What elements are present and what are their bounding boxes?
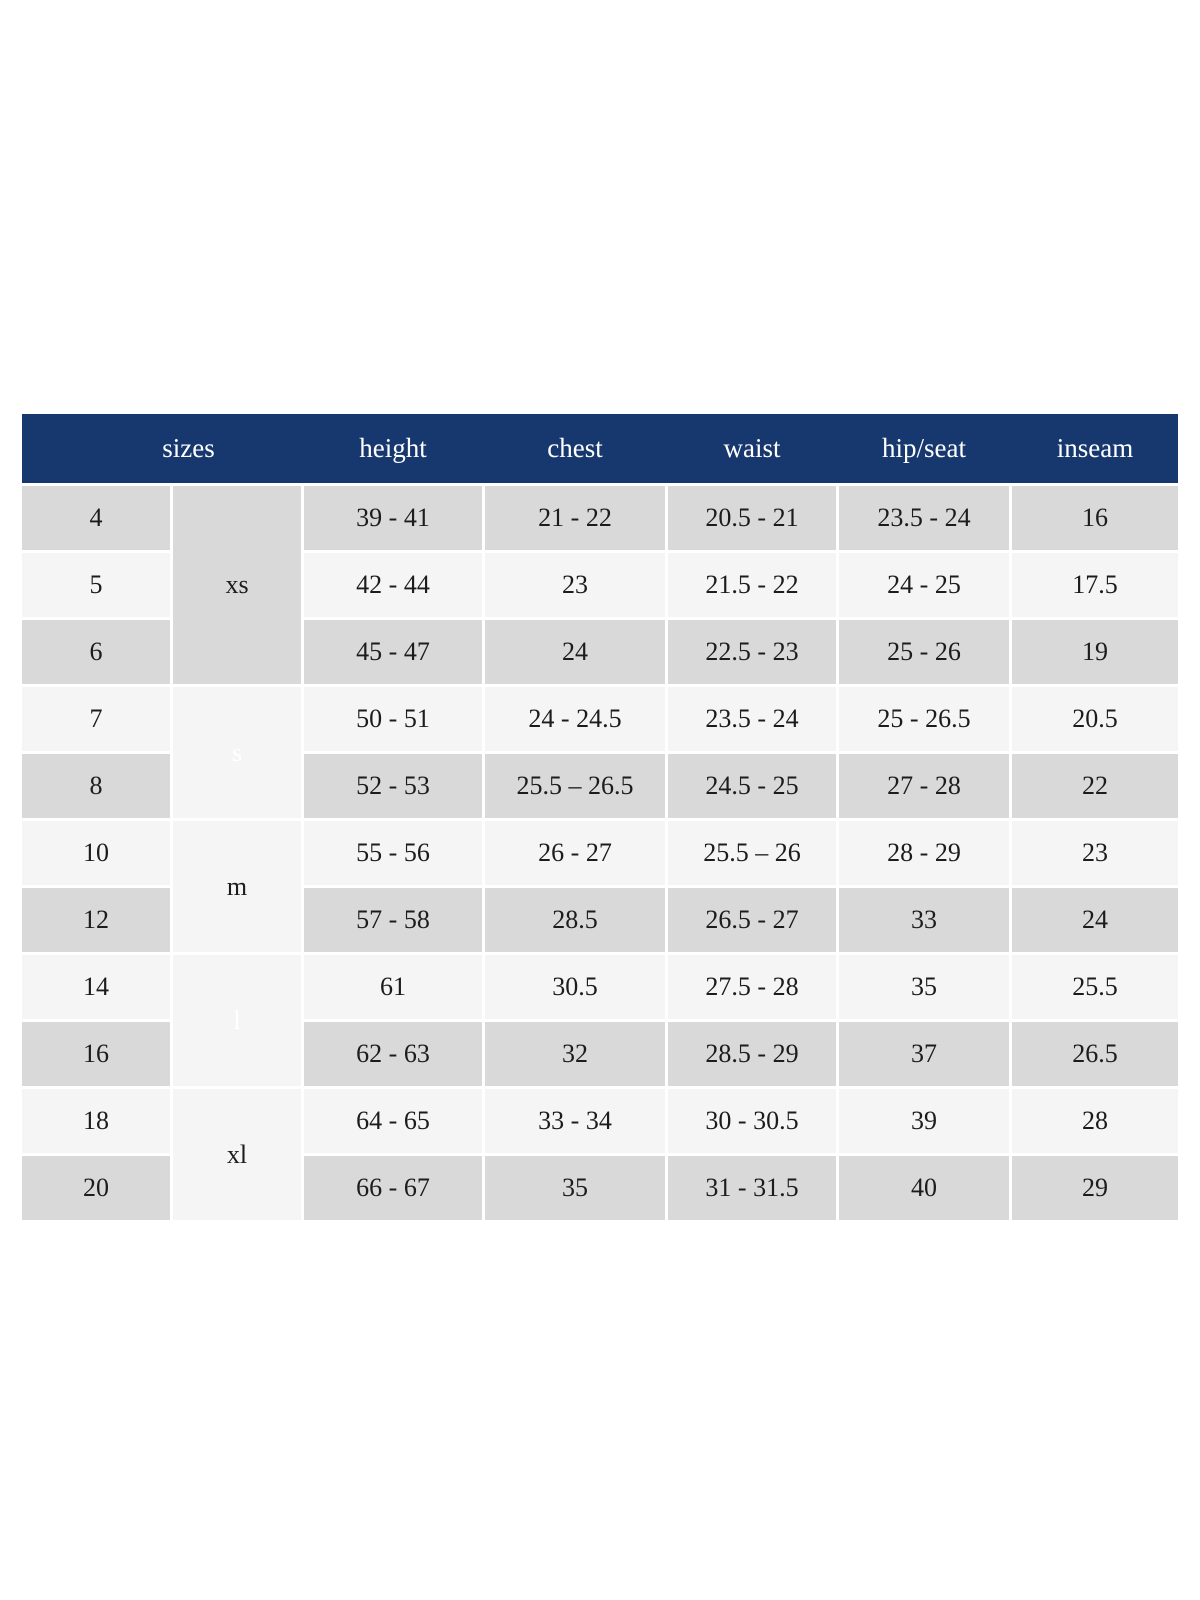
cell-waist: 25.5 – 26: [668, 821, 836, 885]
cell-chest: 21 - 22: [485, 486, 665, 550]
table-row: 20 66 - 67 35 31 - 31.5 40 29: [22, 1156, 1178, 1220]
cell-size: 18: [22, 1089, 170, 1153]
cell-inseam: 29: [1012, 1156, 1178, 1220]
table-row: 12 57 - 58 28.5 26.5 - 27 33 24: [22, 888, 1178, 952]
cell-inseam: 23: [1012, 821, 1178, 885]
cell-inseam: 25.5: [1012, 955, 1178, 1019]
cell-hip-seat: 33: [839, 888, 1009, 952]
cell-waist: 30 - 30.5: [668, 1089, 836, 1153]
column-header-chest: chest: [547, 433, 603, 463]
cell-size: 12: [22, 888, 170, 952]
cell-size: 4: [22, 486, 170, 550]
cell-waist: 22.5 - 23: [668, 620, 836, 684]
cell-hip-seat: 35: [839, 955, 1009, 1019]
size-group-cell-l: l: [173, 955, 301, 1086]
cell-waist: 31 - 31.5: [668, 1156, 836, 1220]
size-group-cell-xs: xs: [173, 486, 301, 684]
size-group-cell-m: m: [173, 821, 301, 952]
size-group-cell-xl: xl: [173, 1089, 301, 1220]
table-row: 5 42 - 44 23 21.5 - 22 24 - 25 17.5: [22, 553, 1178, 617]
cell-chest: 32: [485, 1022, 665, 1086]
cell-chest: 28.5: [485, 888, 665, 952]
cell-hip-seat: 37: [839, 1022, 1009, 1086]
table-row: 7 s 50 - 51 24 - 24.5 23.5 - 24 25 - 26.…: [22, 687, 1178, 818]
table-row: 18 xl 64 - 65 33 - 34 30 - 30.5 39 28: [22, 1089, 1178, 1220]
cell-height: 39 - 41: [304, 486, 482, 550]
cell-waist: 24.5 - 25: [668, 754, 836, 818]
cell-chest: 35: [485, 1156, 665, 1220]
table-row: 16 62 - 63 32 28.5 - 29 37 26.5: [22, 1022, 1178, 1086]
cell-chest: 33 - 34: [485, 1089, 665, 1153]
cell-chest: 25.5 – 26.5: [485, 754, 665, 818]
cell-hip-seat: 25 - 26.5: [839, 687, 1009, 751]
cell-size: 10: [22, 821, 170, 885]
cell-height: 42 - 44: [304, 553, 482, 617]
cell-inseam: 26.5: [1012, 1022, 1178, 1086]
column-header-inseam: inseam: [1056, 433, 1134, 463]
cell-inseam: 19: [1012, 620, 1178, 684]
cell-waist: 20.5 - 21: [668, 486, 836, 550]
cell-inseam: 24: [1012, 888, 1178, 952]
cell-hip-seat: 39: [839, 1089, 1009, 1153]
cell-waist: 26.5 - 27: [668, 888, 836, 952]
cell-inseam: 22: [1012, 754, 1178, 818]
cell-chest: 24 - 24.5: [485, 687, 665, 751]
cell-inseam: 17.5: [1012, 553, 1178, 617]
cell-size: 6: [22, 620, 170, 684]
size-chart-table: sizes height chest waist hip/seat inseam…: [22, 414, 1178, 1223]
table-row: 4 xs 39 - 41 21 - 22 20.5 - 21 23.5 - 24…: [22, 486, 1178, 684]
cell-waist: 28.5 - 29: [668, 1022, 836, 1086]
cell-size: 16: [22, 1022, 170, 1086]
cell-chest: 24: [485, 620, 665, 684]
table-header-row: sizes height chest waist hip/seat inseam: [22, 414, 1178, 483]
cell-inseam: 16: [1012, 486, 1178, 550]
cell-height: 64 - 65: [304, 1089, 482, 1153]
cell-height: 52 - 53: [304, 754, 482, 818]
cell-hip-seat: 28 - 29: [839, 821, 1009, 885]
cell-waist: 21.5 - 22: [668, 553, 836, 617]
cell-waist: 27.5 - 28: [668, 955, 836, 1019]
column-header-waist: waist: [723, 433, 781, 463]
cell-hip-seat: 25 - 26: [839, 620, 1009, 684]
size-group-cell-s: s: [173, 687, 301, 818]
cell-chest: 30.5: [485, 955, 665, 1019]
cell-height: 62 - 63: [304, 1022, 482, 1086]
cell-height: 57 - 58: [304, 888, 482, 952]
cell-hip-seat: 24 - 25: [839, 553, 1009, 617]
cell-waist: 23.5 - 24: [668, 687, 836, 751]
cell-size: 7: [22, 687, 170, 751]
size-chart-body: 4 xs 39 - 41 21 - 22 20.5 - 21 23.5 - 24…: [19, 483, 1181, 1223]
cell-hip-seat: 23.5 - 24: [839, 486, 1009, 550]
cell-inseam: 28: [1012, 1089, 1178, 1153]
cell-chest: 23: [485, 553, 665, 617]
cell-size: 20: [22, 1156, 170, 1220]
cell-height: 55 - 56: [304, 821, 482, 885]
cell-chest: 26 - 27: [485, 821, 665, 885]
column-header-hip-seat: hip/seat: [882, 433, 966, 463]
table-row: 14 l 61 30.5 27.5 - 28 35 25.5: [22, 955, 1178, 1086]
cell-height: 45 - 47: [304, 620, 482, 684]
cell-height: 66 - 67: [304, 1156, 482, 1220]
cell-size: 5: [22, 553, 170, 617]
table-row: 8 52 - 53 25.5 – 26.5 24.5 - 25 27 - 28 …: [22, 754, 1178, 818]
cell-hip-seat: 27 - 28: [839, 754, 1009, 818]
cell-inseam: 20.5: [1012, 687, 1178, 751]
column-header-sizes: sizes: [162, 433, 215, 463]
cell-height: 61: [304, 955, 482, 1019]
column-header-height: height: [359, 433, 427, 463]
cell-size: 8: [22, 754, 170, 818]
cell-hip-seat: 40: [839, 1156, 1009, 1220]
table-row: 6 45 - 47 24 22.5 - 23 25 - 26 19: [22, 620, 1178, 684]
cell-height: 50 - 51: [304, 687, 482, 751]
cell-size: 14: [22, 955, 170, 1019]
table-row: 10 m 55 - 56 26 - 27 25.5 – 26 28 - 29 2…: [22, 821, 1178, 952]
